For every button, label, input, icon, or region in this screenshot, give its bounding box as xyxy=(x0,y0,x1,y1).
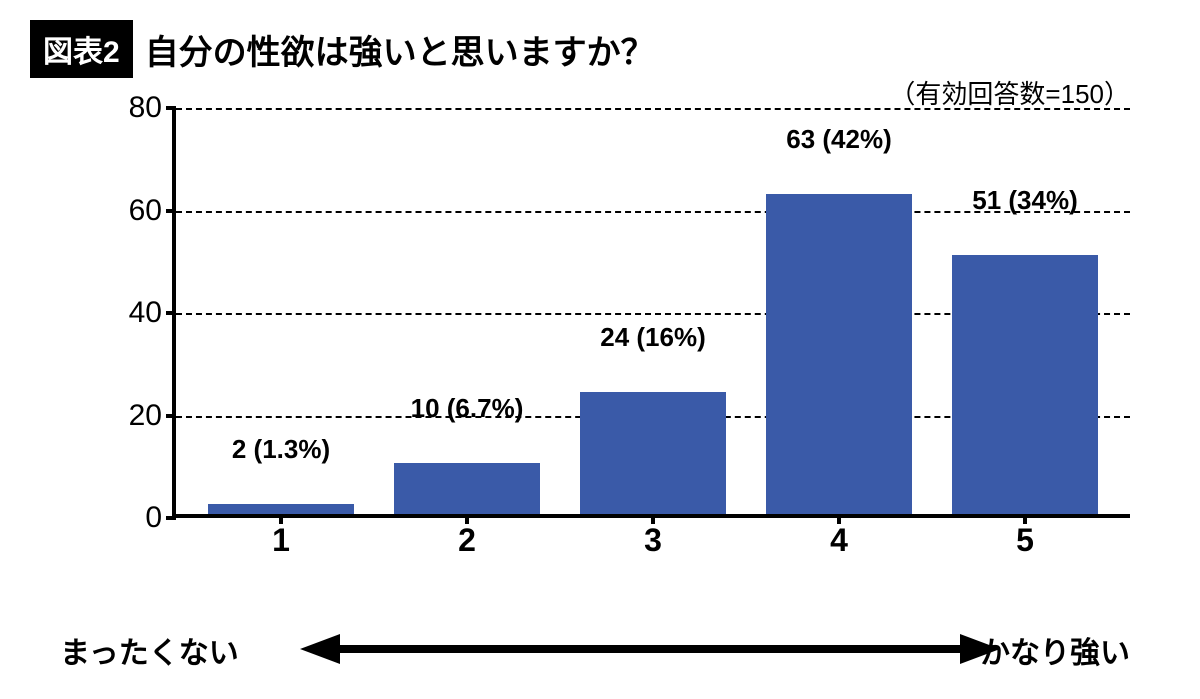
bar-value-label: 2 (1.3%) xyxy=(232,434,330,469)
x-tick-label: 4 xyxy=(830,522,848,559)
y-tick-mark xyxy=(166,516,176,520)
chart-header: 図表2 自分の性欲は強いと思いますか？ xyxy=(30,20,1170,78)
scale-right-label: かなり強い xyxy=(980,628,1130,672)
bar xyxy=(580,392,725,514)
y-tick-mark xyxy=(166,311,176,315)
bar xyxy=(766,194,911,514)
plot-area: 2 (1.3%)110 (6.7%)224 (16%)363 (42%)451 … xyxy=(172,108,1130,518)
y-tick-mark xyxy=(166,106,176,110)
y-tick-label: 20 xyxy=(120,399,172,433)
bar xyxy=(208,504,353,514)
sample-size-note: （有効回答数=150） xyxy=(889,74,1130,111)
figure-badge: 図表2 xyxy=(30,20,133,78)
bar-slot: 51 (34%)5 xyxy=(932,108,1118,514)
bar-slot: 2 (1.3%)1 xyxy=(188,108,374,514)
x-tick-label: 2 xyxy=(458,522,476,559)
bar xyxy=(952,255,1097,514)
bar-value-label: 10 (6.7%) xyxy=(411,393,524,428)
x-tick-label: 1 xyxy=(272,522,290,559)
double-arrow-icon xyxy=(300,634,1000,664)
bar-value-label: 24 (16%) xyxy=(600,322,706,357)
bar-slot: 24 (16%)3 xyxy=(560,108,746,514)
bar-slot: 63 (42%)4 xyxy=(746,108,932,514)
y-tick-label: 40 xyxy=(120,296,172,330)
bars-group: 2 (1.3%)110 (6.7%)224 (16%)363 (42%)451 … xyxy=(176,108,1130,514)
y-tick-label: 60 xyxy=(120,194,172,228)
bar-slot: 10 (6.7%)2 xyxy=(374,108,560,514)
y-tick-label: 0 xyxy=(120,501,172,535)
scale-axis: まったくない かなり強い xyxy=(60,618,1130,678)
bar-value-label: 51 (34%) xyxy=(972,185,1078,220)
y-tick-mark xyxy=(166,414,176,418)
x-tick-label: 3 xyxy=(644,522,662,559)
bar-value-label: 63 (42%) xyxy=(786,124,892,159)
y-tick-mark xyxy=(166,209,176,213)
chart-container: （有効回答数=150） 020406080 2 (1.3%)110 (6.7%)… xyxy=(120,98,1130,558)
bar xyxy=(394,463,539,514)
x-tick-label: 5 xyxy=(1016,522,1034,559)
chart-title: 自分の性欲は強いと思いますか？ xyxy=(145,25,655,74)
y-tick-label: 80 xyxy=(120,91,172,125)
scale-left-label: まったくない xyxy=(60,628,239,672)
